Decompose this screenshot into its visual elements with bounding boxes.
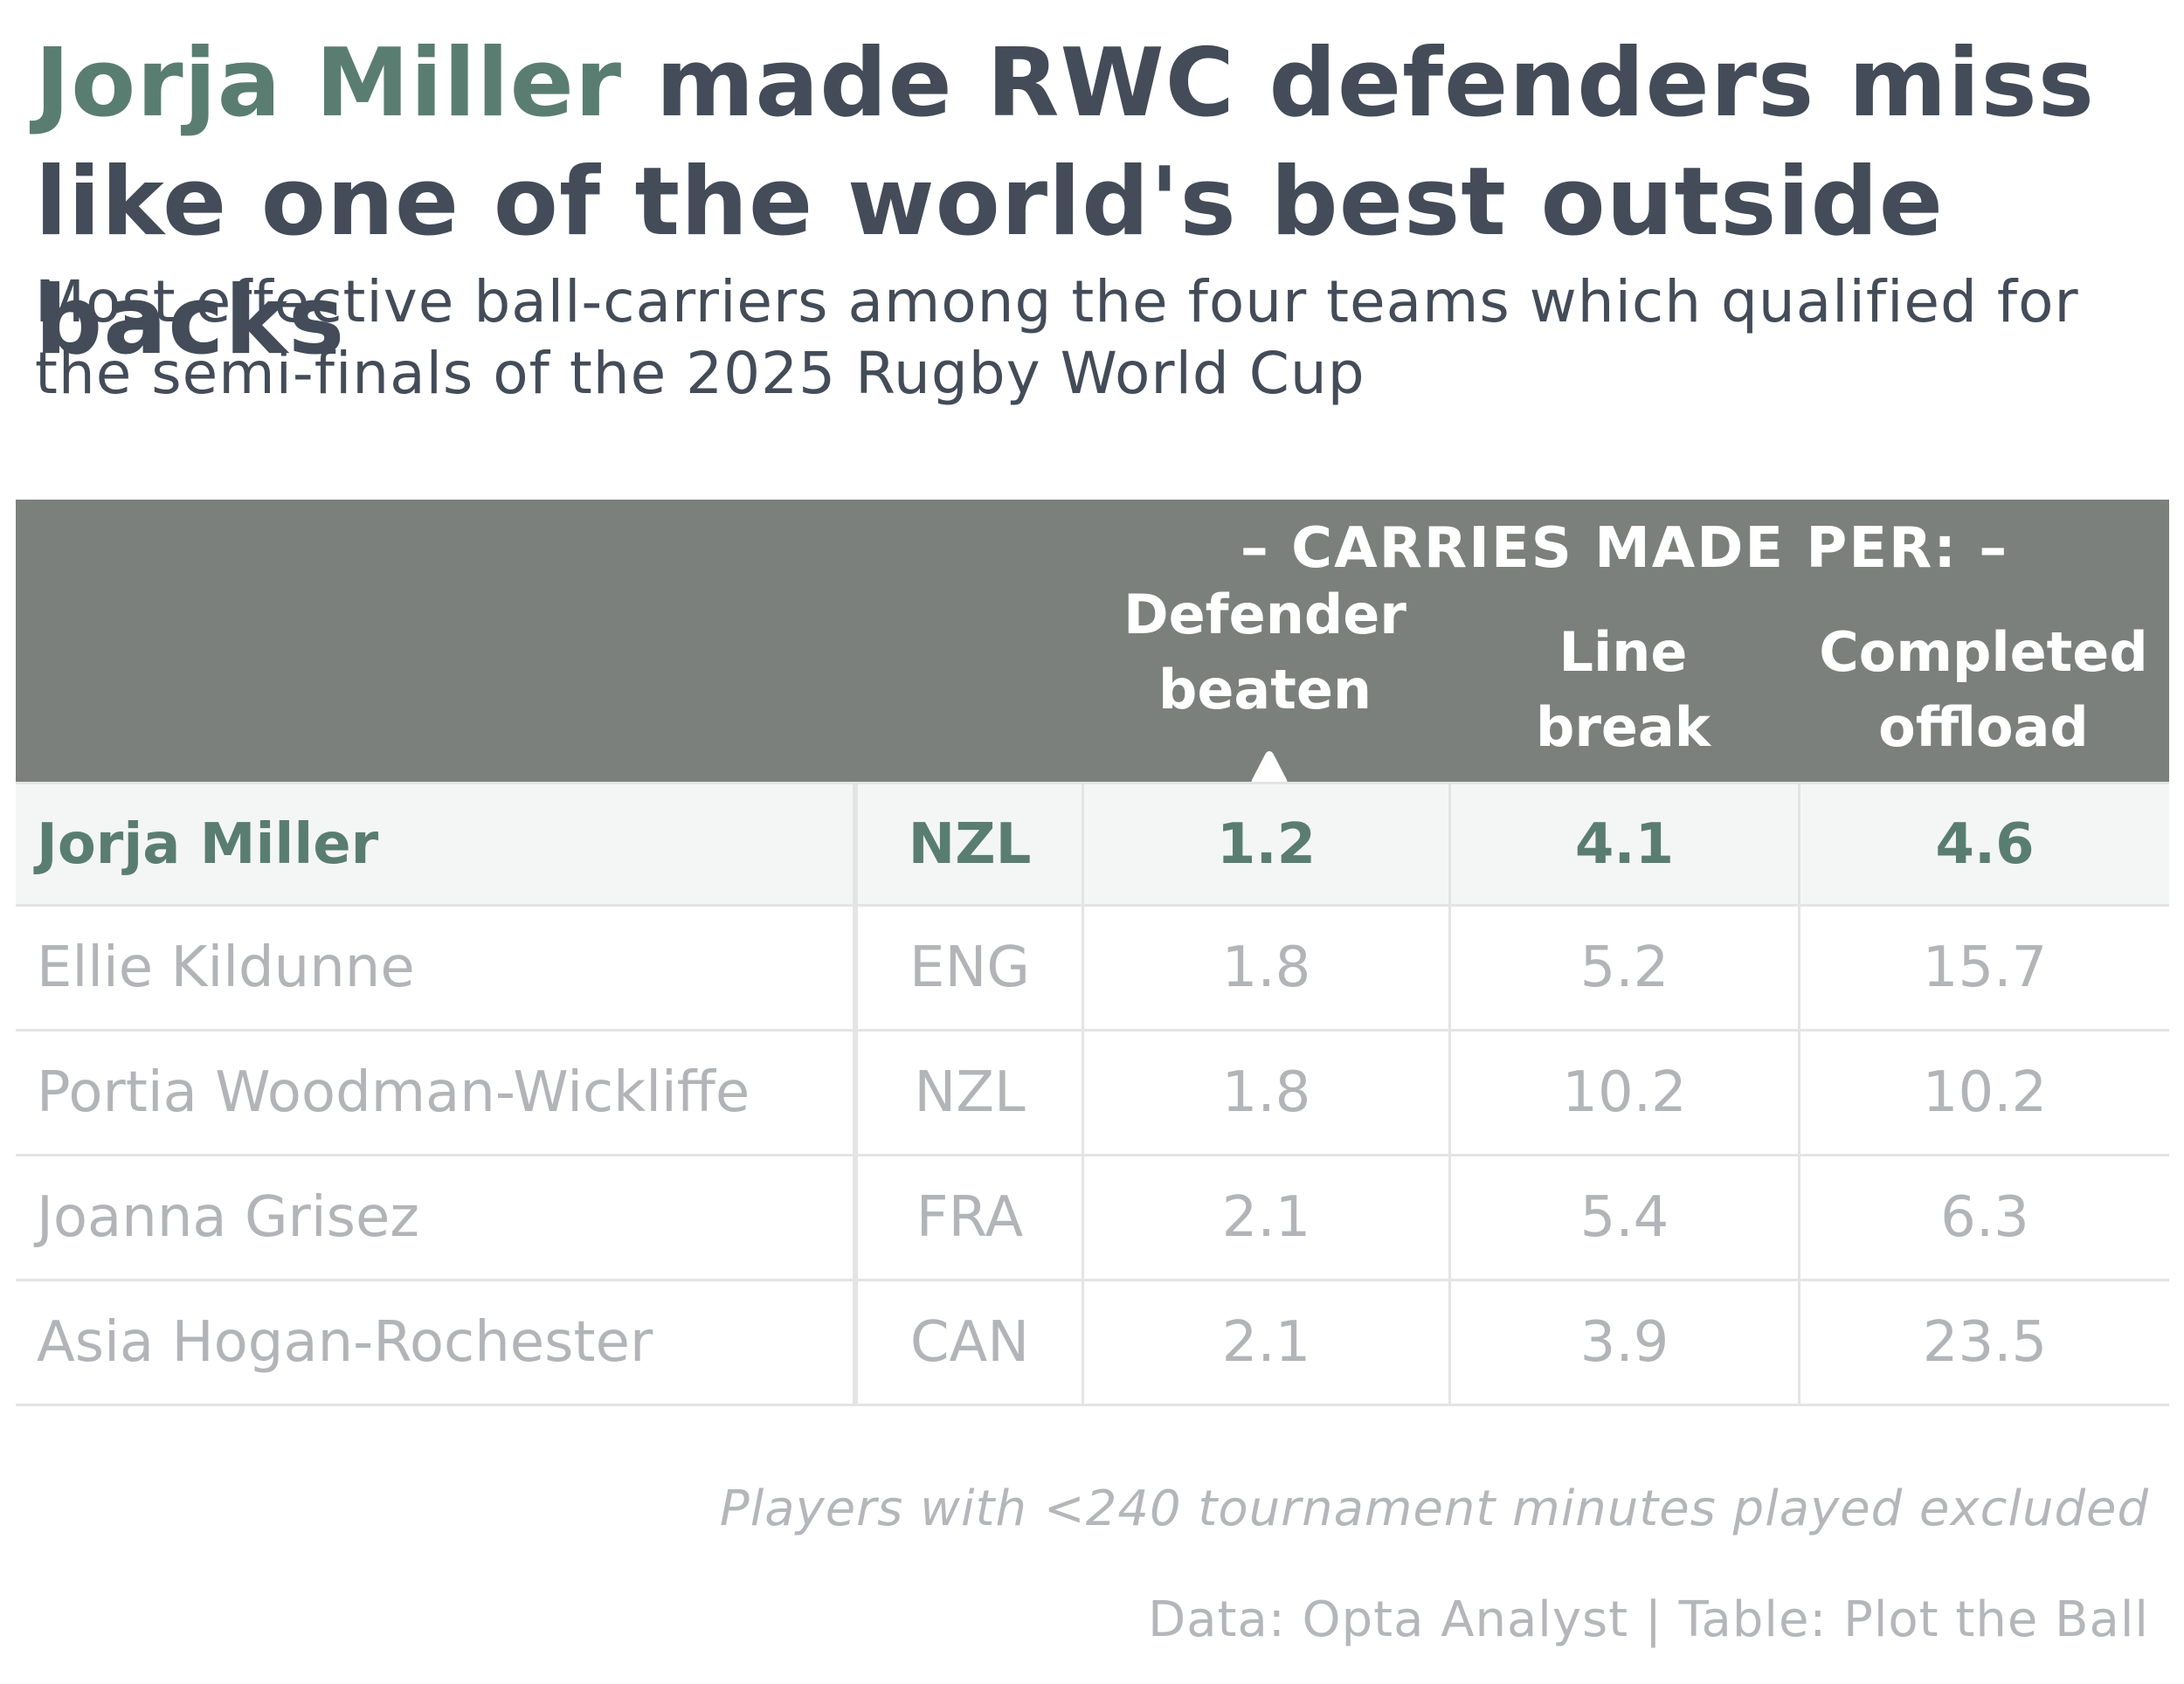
line-break-value: 4.1 xyxy=(1448,784,1798,904)
defender-beaten-value: 1.2 xyxy=(1082,784,1448,904)
defender-beaten-value: 1.8 xyxy=(1082,1032,1448,1154)
table-row-highlighted: Jorja Miller NZL 1.2 4.1 4.6 xyxy=(16,782,2169,907)
line-break-value: 5.2 xyxy=(1448,907,1798,1029)
completed-offload-value: 4.6 xyxy=(1798,784,2169,904)
defender-beaten-value: 2.1 xyxy=(1082,1281,1448,1404)
source-credit: Data: Opta Analyst | Table: Plot the Bal… xyxy=(1148,1591,2149,1648)
table-row: Asia Hogan-Rochester CAN 2.1 3.9 23.5 xyxy=(16,1281,2169,1406)
completed-offload-value: 10.2 xyxy=(1798,1032,2169,1154)
column-header-line1: Defender xyxy=(1123,582,1406,646)
team-code: ENG xyxy=(853,907,1082,1029)
player-name: Jorja Miller xyxy=(37,811,379,877)
completed-offload-value: 15.7 xyxy=(1798,907,2169,1029)
line-break-value: 5.4 xyxy=(1448,1156,1798,1279)
table-row: Portia Woodman-Wickliffe NZL 1.8 10.2 10… xyxy=(16,1032,2169,1156)
defender-beaten-value: 2.1 xyxy=(1082,1156,1448,1279)
column-header-line2: break xyxy=(1535,694,1711,759)
completed-offload-value: 23.5 xyxy=(1798,1281,2169,1404)
team-code: NZL xyxy=(853,1032,1082,1154)
completed-offload-value: 6.3 xyxy=(1798,1156,2169,1279)
column-header-line1: Completed xyxy=(1819,619,2148,684)
column-header-line2: offload xyxy=(1878,694,2089,759)
player-name: Portia Woodman-Wickliffe xyxy=(37,1060,750,1125)
table-header: – CARRIES MADE PER: – Defender beaten Li… xyxy=(16,500,2169,785)
line-break-value: 10.2 xyxy=(1448,1032,1798,1154)
footnote: Players with <240 tournament minutes pla… xyxy=(719,1480,2149,1537)
team-code: CAN xyxy=(853,1281,1082,1404)
title-highlight: Jorja Miller xyxy=(35,29,623,138)
column-header-line1: Line xyxy=(1559,619,1688,684)
table-row: Joanna Grisez FRA 2.1 5.4 6.3 xyxy=(16,1156,2169,1281)
player-name: Asia Hogan-Rochester xyxy=(37,1310,653,1375)
column-header-completed-offload[interactable]: Completed offload xyxy=(1798,597,2169,782)
player-name: Ellie Kildunne xyxy=(37,935,415,1000)
table-row: Ellie Kildunne ENG 1.8 5.2 15.7 xyxy=(16,907,2169,1032)
triangle-up-icon xyxy=(1251,751,1288,785)
line-break-value: 3.9 xyxy=(1448,1281,1798,1404)
player-name: Joanna Grisez xyxy=(37,1185,419,1250)
defender-beaten-value: 1.8 xyxy=(1082,907,1448,1029)
column-header-defender-beaten[interactable]: Defender beaten xyxy=(1082,583,1448,785)
chart-subtitle: Most effective ball-carriers among the f… xyxy=(35,268,2079,407)
column-header-line2: beaten xyxy=(1158,657,1372,721)
chart-title: Jorja Miller made RWC defenders miss lik… xyxy=(35,24,2167,381)
team-code: FRA xyxy=(853,1156,1082,1279)
stats-table: – CARRIES MADE PER: – Defender beaten Li… xyxy=(16,500,2169,1406)
title-rest: made RWC defenders miss like one of the … xyxy=(35,29,2096,376)
column-header-line-break[interactable]: Line break xyxy=(1448,597,1798,782)
column-spanner: – CARRIES MADE PER: – xyxy=(1240,516,2009,581)
team-code: NZL xyxy=(853,784,1082,904)
